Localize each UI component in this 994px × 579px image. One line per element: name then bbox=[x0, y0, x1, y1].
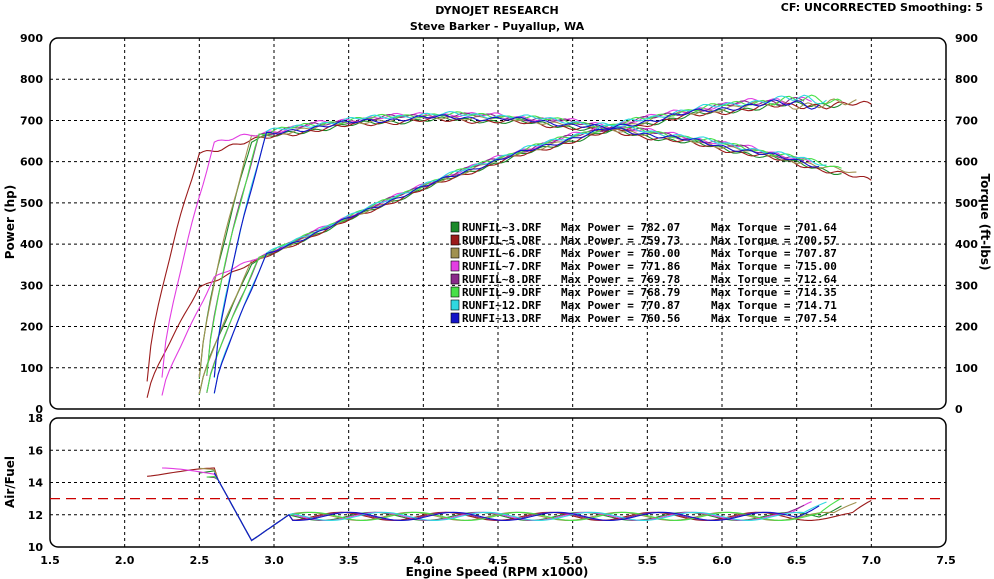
legend-name-1: RUNFIL~3.DRF bbox=[462, 221, 541, 234]
legend-max-power-2: Max Power = 759.73 bbox=[561, 234, 680, 247]
y-tick-label-right: 400 bbox=[955, 238, 978, 251]
legend-max-power-5: Max Power = 769.78 bbox=[561, 273, 680, 286]
x-axis-label: Engine Speed (RPM x1000) bbox=[406, 565, 589, 579]
x-tick-label: 7.0 bbox=[862, 554, 882, 567]
x-tick-label: 4.0 bbox=[414, 554, 434, 567]
legend-max-power-8: Max Power = 760.56 bbox=[561, 312, 681, 325]
x-tick-label: 4.5 bbox=[488, 554, 508, 567]
legend-name-2: RUNFIL~5.DRF bbox=[462, 234, 541, 247]
torque-curve-7 bbox=[213, 111, 827, 378]
chart-title: DYNOJET RESEARCH bbox=[435, 4, 558, 17]
legend-name-3: RUNFIL~6.DRF bbox=[462, 247, 541, 260]
legend-swatch-2 bbox=[450, 234, 460, 246]
y-tick-label-left: 900 bbox=[20, 32, 43, 45]
y-tick-label-right: 100 bbox=[955, 362, 978, 375]
legend-swatch-6 bbox=[450, 286, 460, 298]
afr-tick-label: 14 bbox=[28, 477, 44, 490]
legend-name-6: RUNFIL~9.DRF bbox=[462, 286, 541, 299]
y-axis-label-torque: Torque (ft-lbs) bbox=[978, 174, 992, 271]
y-tick-label-left: 100 bbox=[20, 362, 43, 375]
x-tick-label: 2.5 bbox=[190, 554, 210, 567]
legend-swatch-5 bbox=[450, 273, 460, 285]
y-tick-label-right: 500 bbox=[955, 197, 978, 210]
y-tick-label-left: 500 bbox=[20, 197, 43, 210]
legend-max-torque-7: Max Torque = 714.71 bbox=[711, 299, 837, 312]
y-tick-label-left: 700 bbox=[20, 114, 43, 127]
x-tick-label: 1.5 bbox=[40, 554, 60, 567]
air-fuel-curve-8 bbox=[213, 472, 820, 542]
x-tick-label: 5.0 bbox=[563, 554, 583, 567]
legend-swatch-3 bbox=[450, 247, 460, 259]
legend-swatch-8 bbox=[450, 312, 460, 324]
x-tick-label: 5.5 bbox=[638, 554, 658, 567]
y-tick-label-left: 800 bbox=[20, 73, 43, 86]
legend-max-power-1: Max Power = 782.07 bbox=[561, 221, 680, 234]
legend-swatch-1 bbox=[450, 221, 460, 233]
afr-tick-label: 16 bbox=[28, 444, 44, 457]
legend-max-power-7: Max Power = 770.87 bbox=[561, 299, 680, 312]
y-tick-label-left: 600 bbox=[20, 156, 43, 169]
x-tick-label: 3.5 bbox=[339, 554, 359, 567]
air-fuel-grid bbox=[50, 418, 946, 547]
legend-max-power-3: Max Power = 760.00 bbox=[561, 247, 680, 260]
settings-readout: CF: UNCORRECTED Smoothing: 5 bbox=[781, 1, 983, 14]
y-tick-label-right: 800 bbox=[955, 73, 978, 86]
legend-max-power-6: Max Power = 768.79 bbox=[561, 286, 680, 299]
chart-subtitle: Steve Barker - Puyallup, WA bbox=[410, 20, 585, 33]
y-tick-label-right: 700 bbox=[955, 114, 978, 127]
legend-max-torque-2: Max Torque = 700.57 bbox=[711, 234, 837, 247]
legend-swatch-7 bbox=[450, 299, 460, 311]
y-tick-label-right: 0 bbox=[955, 403, 963, 416]
afr-tick-label: 12 bbox=[28, 509, 43, 522]
axis-ticks: 1.5 2.0 2.5 3.0 3.5 4.0 4.5 5.0 5.5 6.0 6.5 7.0 7.5 0… bbox=[20, 32, 978, 567]
y-tick-label-left: 400 bbox=[20, 238, 43, 251]
legend-name-5: RUNFIL~8.DRF bbox=[462, 273, 541, 286]
x-tick-label: 2.0 bbox=[115, 554, 135, 567]
air-fuel-curves bbox=[147, 467, 872, 542]
legend-name-8: RUNFI~13.DRF bbox=[462, 312, 541, 325]
x-tick-label: 6.0 bbox=[712, 554, 732, 567]
legend-max-torque-6: Max Torque = 714.35 bbox=[711, 286, 837, 299]
y-axis-label-air-fuel: Air/Fuel bbox=[3, 456, 17, 508]
legend-max-torque-5: Max Torque = 712.64 bbox=[711, 273, 837, 286]
afr-tick-label: 18 bbox=[28, 412, 43, 425]
y-tick-label-left: 0 bbox=[35, 403, 43, 416]
y-tick-label-left: 200 bbox=[20, 321, 43, 334]
legend-max-torque-8: Max Torque = 707.54 bbox=[711, 312, 837, 325]
x-tick-label: 3.0 bbox=[264, 554, 284, 567]
air-fuel-curve-6 bbox=[206, 475, 842, 542]
power-torque-curves bbox=[146, 94, 872, 398]
y-axis-label-power: Power (hp) bbox=[3, 185, 17, 259]
x-tick-label: 7.5 bbox=[936, 554, 956, 567]
legend-name-7: RUNFI~12.DRF bbox=[462, 299, 541, 312]
afr-tick-label: 10 bbox=[28, 541, 44, 554]
legend-name-4: RUNFIL~7.DRF bbox=[462, 260, 541, 273]
torque-curve-8 bbox=[213, 114, 820, 378]
legend-swatch-4 bbox=[450, 260, 460, 272]
y-tick-label-right: 900 bbox=[955, 32, 978, 45]
y-tick-label-right: 200 bbox=[955, 321, 978, 334]
x-tick-label: 6.5 bbox=[787, 554, 807, 567]
legend-max-power-4: Max Power = 771.86 bbox=[561, 260, 681, 273]
y-tick-label-right: 300 bbox=[955, 279, 978, 292]
legend-max-torque-3: Max Torque = 707.87 bbox=[711, 247, 837, 260]
legend-max-torque-1: Max Torque = 701.64 bbox=[711, 221, 837, 234]
power-torque-grid bbox=[50, 38, 946, 409]
legend-max-torque-4: Max Torque = 715.00 bbox=[711, 260, 837, 273]
y-tick-label-right: 600 bbox=[955, 156, 978, 169]
power-curve-8 bbox=[213, 99, 820, 394]
chart-legend: RUNFIL~3.DRF Max Power = 782.07 Max Torque… bbox=[450, 221, 837, 325]
air-fuel-curve-7 bbox=[213, 472, 827, 542]
y-tick-label-left: 300 bbox=[20, 279, 43, 292]
